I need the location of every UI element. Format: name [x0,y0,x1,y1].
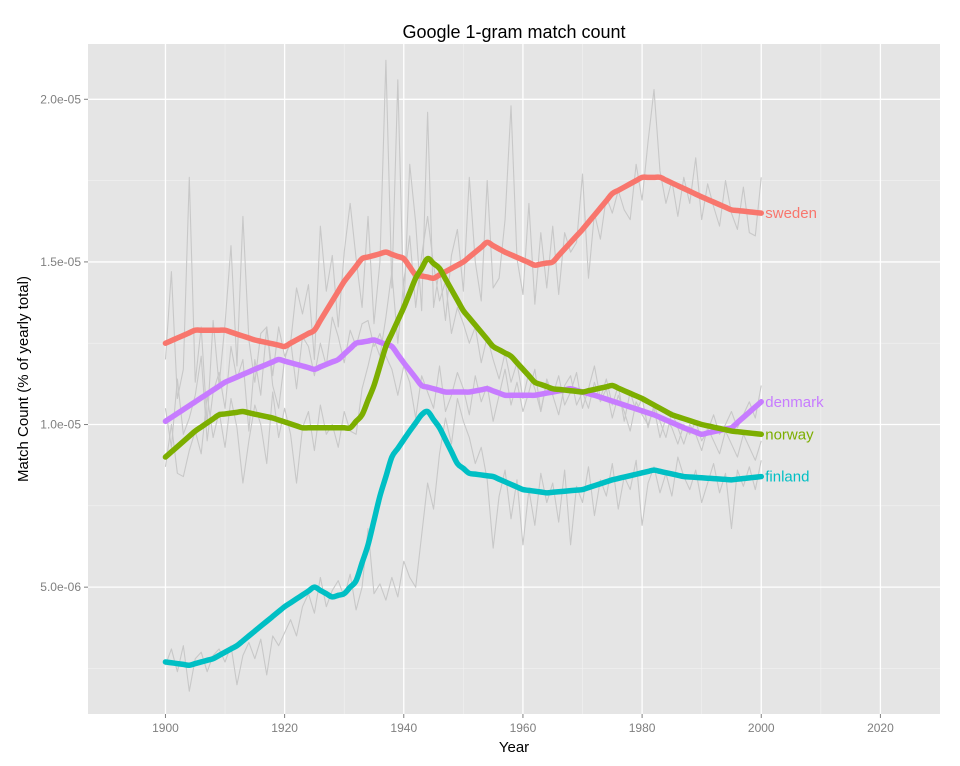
series-label-norway: norway [765,426,814,443]
series-label-finland: finland [765,469,809,486]
y-axis-title: Match Count (% of yearly total) [15,276,32,482]
y-tick-label: 1.0e-05 [40,418,81,432]
series-labels: sweden denmark norway finland [765,205,824,485]
raw-line-sweden [164,59,762,426]
smoothed-series-lines [162,174,765,668]
chart-title: Google 1-gram match count [402,22,625,42]
x-axis-title: Year [499,739,529,756]
y-tick-label: 1.5e-05 [40,255,81,269]
major-gridlines [88,44,940,714]
x-tick-label: 1920 [271,721,298,735]
y-tick-label: 2.0e-05 [40,92,81,106]
series-label-denmark: denmark [765,394,824,411]
x-tick-label: 2020 [867,721,894,735]
x-tick-label: 1940 [390,721,417,735]
series-line-norway [162,255,765,460]
x-tick-label: 2000 [748,721,775,735]
y-axis-ticks: 5.0e-06 1.0e-05 1.5e-05 2.0e-05 [40,92,88,594]
raw-line-denmark [164,316,762,448]
series-line-denmark [162,337,765,438]
raw-series-lines [164,59,762,692]
x-tick-label: 1980 [629,721,656,735]
series-label-sweden: sweden [765,205,817,222]
x-tick-label: 1900 [152,721,179,735]
y-tick-label: 5.0e-06 [40,580,81,594]
series-line-finland [162,408,765,668]
minor-gridlines [88,44,940,714]
raw-line-finland [164,397,762,692]
series-line-sweden [162,174,765,350]
x-axis-ticks: 1900 1920 1940 1960 1980 2000 2020 [152,714,894,735]
panel-background [88,44,940,714]
raw-line-norway [164,215,762,484]
x-tick-label: 1960 [510,721,537,735]
